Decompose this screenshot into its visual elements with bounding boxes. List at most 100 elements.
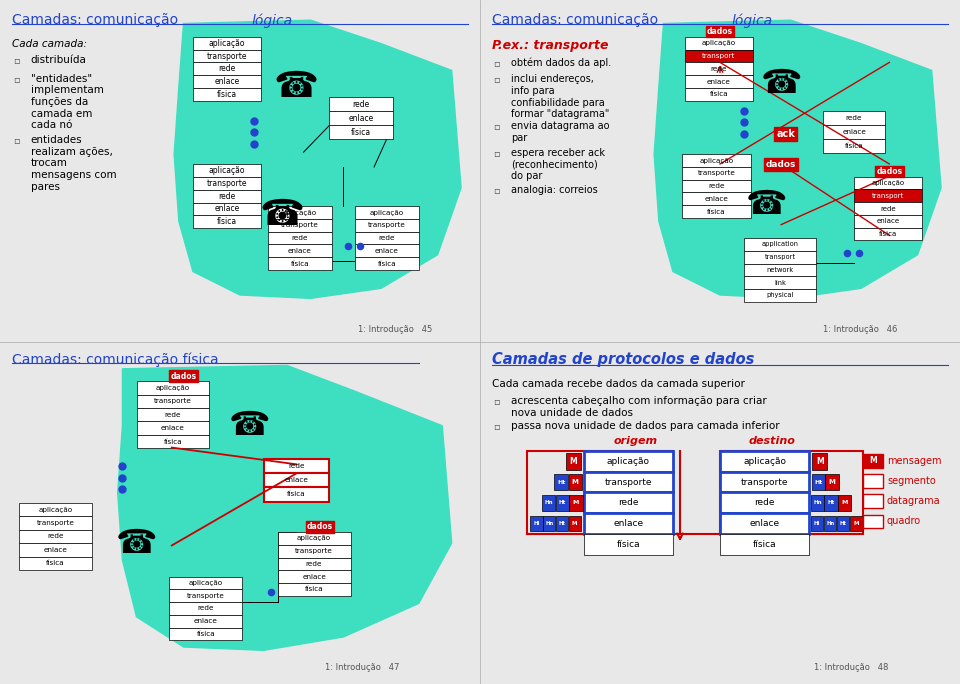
Text: M: M xyxy=(870,456,877,466)
FancyBboxPatch shape xyxy=(555,474,567,490)
Text: origem: origem xyxy=(613,436,658,446)
FancyBboxPatch shape xyxy=(811,516,823,531)
Text: analogia: correios: analogia: correios xyxy=(511,185,597,195)
Text: Ht: Ht xyxy=(815,479,823,484)
Text: ▫: ▫ xyxy=(493,121,500,131)
Text: enlace: enlace xyxy=(214,77,240,86)
Text: passa nova unidade de dados para camada inferior: passa nova unidade de dados para camada … xyxy=(511,421,780,431)
Text: ack: ack xyxy=(777,129,795,139)
Text: inclui endereços,
info para
confiabilidade para
formar "datagrama": inclui endereços, info para confiabilida… xyxy=(511,75,609,119)
Text: física: física xyxy=(709,91,728,97)
Text: segmento: segmento xyxy=(887,476,936,486)
Text: Camadas de protocolos e dados: Camadas de protocolos e dados xyxy=(492,352,755,367)
FancyBboxPatch shape xyxy=(720,492,809,513)
FancyBboxPatch shape xyxy=(684,62,753,75)
Point xyxy=(341,241,356,252)
Text: aplicação: aplicação xyxy=(297,536,331,542)
FancyBboxPatch shape xyxy=(743,251,816,263)
FancyBboxPatch shape xyxy=(811,495,825,510)
FancyBboxPatch shape xyxy=(268,244,332,257)
FancyBboxPatch shape xyxy=(584,472,673,492)
FancyBboxPatch shape xyxy=(268,232,332,244)
Text: M: M xyxy=(841,501,848,505)
Text: dados: dados xyxy=(307,523,333,531)
Text: ▫: ▫ xyxy=(493,396,500,406)
Text: transporte: transporte xyxy=(206,179,248,188)
Text: física: física xyxy=(217,90,237,98)
Text: rede: rede xyxy=(288,463,304,469)
Point xyxy=(115,460,131,471)
Text: rede: rede xyxy=(165,412,181,418)
FancyBboxPatch shape xyxy=(824,139,885,153)
FancyBboxPatch shape xyxy=(743,276,816,289)
Text: M: M xyxy=(571,479,579,485)
Text: física: física xyxy=(753,540,777,549)
FancyBboxPatch shape xyxy=(193,177,261,189)
Text: dados: dados xyxy=(876,167,902,176)
FancyBboxPatch shape xyxy=(556,495,569,510)
Text: physical: physical xyxy=(766,292,794,298)
FancyBboxPatch shape xyxy=(720,451,809,472)
Text: transporte: transporte xyxy=(154,398,192,404)
FancyBboxPatch shape xyxy=(824,516,836,531)
FancyBboxPatch shape xyxy=(812,453,828,470)
FancyBboxPatch shape xyxy=(193,202,261,215)
Text: enlace: enlace xyxy=(705,196,729,202)
Text: rede: rede xyxy=(47,534,63,540)
Text: enlace: enlace xyxy=(375,248,399,254)
Point xyxy=(247,127,262,138)
FancyBboxPatch shape xyxy=(329,125,393,140)
Text: rede: rede xyxy=(292,235,308,241)
Text: aplicação: aplicação xyxy=(38,507,72,512)
FancyBboxPatch shape xyxy=(684,50,753,62)
Text: transporte: transporte xyxy=(36,520,74,526)
Text: transport: transport xyxy=(702,53,735,59)
FancyBboxPatch shape xyxy=(854,189,923,202)
Text: destino: destino xyxy=(748,436,795,446)
Text: Cada camada recebe dados da camada superior: Cada camada recebe dados da camada super… xyxy=(492,379,745,389)
Text: transporte: transporte xyxy=(698,170,735,176)
FancyBboxPatch shape xyxy=(720,534,809,555)
FancyBboxPatch shape xyxy=(355,206,419,219)
FancyBboxPatch shape xyxy=(863,514,883,528)
Text: ▫: ▫ xyxy=(13,74,20,84)
Text: application: application xyxy=(761,241,799,248)
FancyBboxPatch shape xyxy=(584,451,673,472)
Text: enlace: enlace xyxy=(161,425,185,431)
Text: transporte: transporte xyxy=(281,222,319,228)
FancyBboxPatch shape xyxy=(569,495,583,510)
Point xyxy=(735,105,751,116)
Text: transporte: transporte xyxy=(741,477,788,486)
Text: física: física xyxy=(46,560,64,566)
Text: rede: rede xyxy=(352,100,370,109)
FancyBboxPatch shape xyxy=(720,513,809,534)
Text: aplicação: aplicação xyxy=(872,180,904,186)
Text: ☎: ☎ xyxy=(116,527,157,560)
Text: enlace: enlace xyxy=(43,547,67,553)
FancyBboxPatch shape xyxy=(584,513,673,534)
FancyBboxPatch shape xyxy=(193,164,261,177)
Text: enlace: enlace xyxy=(214,205,240,213)
Text: ☎: ☎ xyxy=(274,70,319,104)
Text: Ht: Ht xyxy=(559,501,566,505)
Text: ▫: ▫ xyxy=(13,55,20,66)
FancyBboxPatch shape xyxy=(277,583,350,596)
Text: ▫: ▫ xyxy=(493,185,500,195)
Text: mensagem: mensagem xyxy=(887,456,942,466)
Text: transporte: transporte xyxy=(368,222,406,228)
FancyBboxPatch shape xyxy=(854,202,923,215)
FancyBboxPatch shape xyxy=(136,395,209,408)
Text: física: física xyxy=(197,631,215,637)
Text: física: física xyxy=(287,492,306,497)
FancyBboxPatch shape xyxy=(19,543,92,557)
FancyBboxPatch shape xyxy=(193,37,261,50)
Text: Ht: Ht xyxy=(559,521,565,526)
Text: Hn: Hn xyxy=(813,501,822,505)
Text: rede: rede xyxy=(708,183,725,189)
Text: dados: dados xyxy=(766,160,797,169)
FancyBboxPatch shape xyxy=(720,472,809,492)
Text: espera receber ack
(reconhecimento)
do par: espera receber ack (reconhecimento) do p… xyxy=(511,148,605,181)
FancyBboxPatch shape xyxy=(838,495,851,510)
Polygon shape xyxy=(654,20,941,298)
FancyBboxPatch shape xyxy=(568,516,581,531)
